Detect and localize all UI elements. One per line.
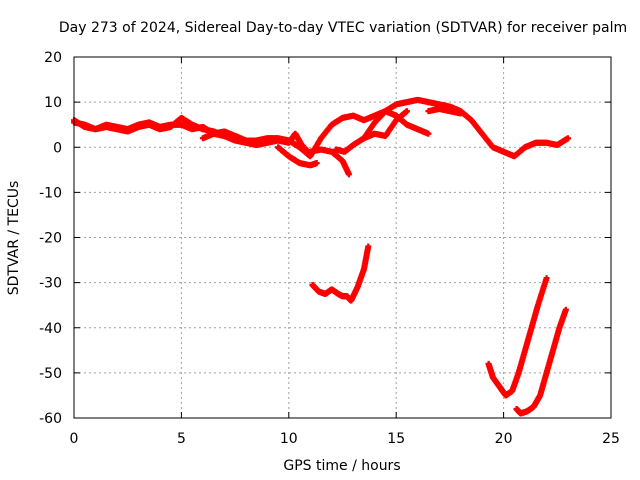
axis-ticks: 0 5 10 15 20 25 -60 -50 -40 -30 -20 -10 0 10 20 [39,50,620,447]
data-point [562,306,569,313]
y-tick-label: 10 [44,95,62,111]
series-low-c [513,306,569,417]
data-point [365,243,372,250]
y-tick-label: -10 [39,185,62,201]
y-tick-label: -40 [39,321,62,337]
data-point [425,130,432,137]
series-mid-d [360,108,432,142]
y-tick-label: 0 [53,140,62,156]
data-point [345,171,352,178]
y-tick-label: 20 [44,50,62,66]
x-tick-label: 20 [495,431,513,447]
y-tick-label: -30 [39,276,62,292]
y-axis-label: SDTVAR / TECUs [6,181,22,296]
series-main-b [71,114,314,158]
data-point [313,160,320,167]
x-tick-label: 10 [280,431,298,447]
series-mid-f [425,105,464,117]
y-tick-label: -60 [39,411,62,427]
series-mid-a [275,144,320,169]
series-low-b [485,275,550,399]
x-tick-label: 5 [177,431,186,447]
y-tick-label: -20 [39,231,62,247]
data-points [71,96,572,417]
data-point [403,108,410,115]
x-axis-label: GPS time / hours [283,458,400,474]
x-tick-label: 0 [70,431,79,447]
chart-title: Day 273 of 2024, Sidereal Day-to-day VTE… [59,20,627,36]
grid [74,57,611,418]
x-tick-label: 25 [602,431,620,447]
data-point [565,135,572,142]
series-low-a [309,243,372,304]
data-point [543,275,550,282]
y-tick-label: -50 [39,366,62,382]
data-point [242,137,249,144]
x-tick-label: 15 [387,431,405,447]
series-mid-e [199,128,249,144]
data-point [457,110,464,117]
series-mid-b [307,146,352,178]
